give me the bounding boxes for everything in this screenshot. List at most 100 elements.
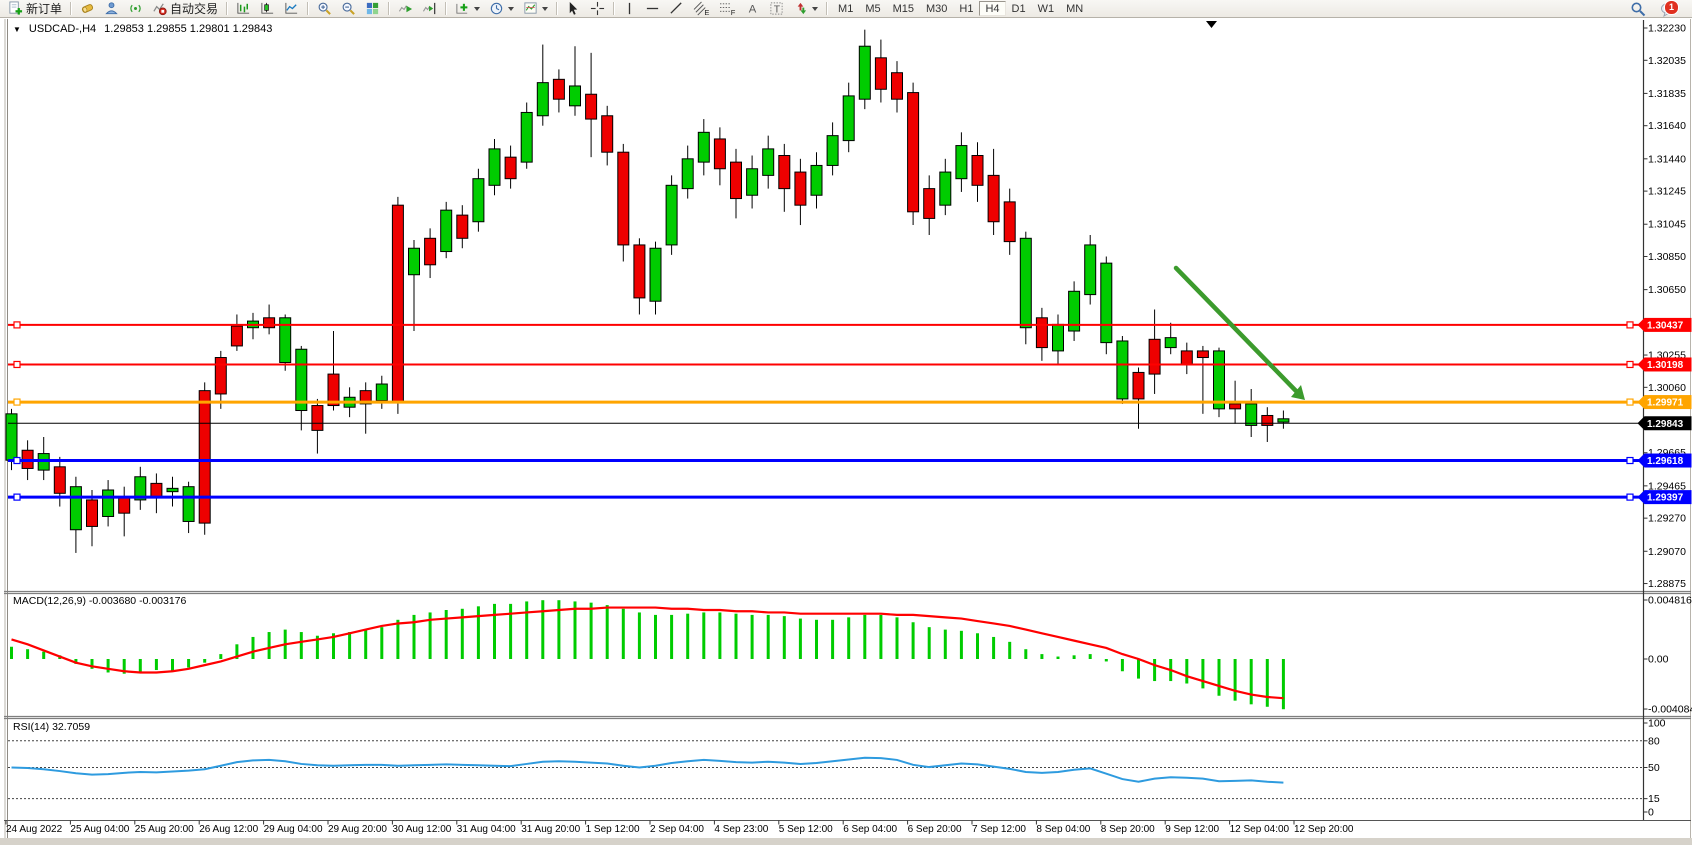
candle-body xyxy=(1085,245,1096,295)
price-tick-label: 1.31045 xyxy=(1648,219,1686,231)
line-chart-button[interactable] xyxy=(280,1,303,17)
window-bottom-strip xyxy=(0,838,1692,845)
candle-body xyxy=(537,83,548,116)
periods-button[interactable] xyxy=(485,1,518,17)
bar-chart-button[interactable] xyxy=(232,1,255,17)
candle-body xyxy=(505,157,516,179)
text-tool-icon: A xyxy=(745,1,760,16)
line-handle[interactable] xyxy=(14,458,20,464)
candle-body xyxy=(714,139,725,169)
candle-body xyxy=(1230,404,1241,409)
text-tool-button[interactable]: A xyxy=(741,1,764,17)
support-button[interactable] xyxy=(100,1,123,17)
candle-body xyxy=(795,172,806,205)
horizontal-line-button[interactable] xyxy=(641,1,664,17)
timeframe-H4[interactable]: H4 xyxy=(979,1,1005,16)
chevron-down-icon xyxy=(542,7,548,11)
price-tick-label: 1.31640 xyxy=(1648,120,1686,132)
line-handle[interactable] xyxy=(14,399,20,405)
timeframe-H1[interactable]: H1 xyxy=(953,1,979,16)
line-handle[interactable] xyxy=(14,494,20,500)
crosshair-button[interactable] xyxy=(586,1,609,17)
cursor-button[interactable] xyxy=(562,1,585,17)
time-tick-label: 1 Sep 12:00 xyxy=(586,824,640,835)
line-handle[interactable] xyxy=(1627,458,1633,464)
cursor-icon xyxy=(566,1,581,16)
timeframe-M15[interactable]: M15 xyxy=(887,1,920,16)
line-handle[interactable] xyxy=(1627,399,1633,405)
timeframe-MN[interactable]: MN xyxy=(1060,1,1089,16)
price-tick-label: 1.31440 xyxy=(1648,153,1686,165)
candle-body xyxy=(972,156,983,186)
rsi-indicator-label: RSI(14) 32.7059 xyxy=(13,721,90,733)
collapse-icon[interactable]: ▼ xyxy=(13,25,21,34)
candle-body xyxy=(666,185,677,245)
line-handle[interactable] xyxy=(1627,322,1633,328)
price-badge-label: 1.29843 xyxy=(1647,419,1684,430)
time-tick-label: 8 Sep 04:00 xyxy=(1036,824,1090,835)
fibonacci-button[interactable]: F xyxy=(715,1,740,17)
candle-body xyxy=(1004,202,1015,242)
time-tick-label: 7 Sep 12:00 xyxy=(972,824,1026,835)
toolbar-separator xyxy=(613,2,615,15)
rsi-scale-label: 0 xyxy=(1648,807,1654,819)
candlestick-chart-button[interactable] xyxy=(256,1,279,17)
auto-scroll-button[interactable] xyxy=(394,1,417,17)
toolbar-separator xyxy=(307,2,309,15)
timeframe-M1[interactable]: M1 xyxy=(832,1,859,16)
time-tick-label: 29 Aug 04:00 xyxy=(264,824,323,835)
candle-body xyxy=(698,132,709,162)
candle-body xyxy=(1214,351,1225,409)
vertical-line-icon xyxy=(623,1,636,16)
signals-button[interactable] xyxy=(124,1,147,17)
text-label-button[interactable]: T xyxy=(765,1,788,17)
notification-badge: 1 xyxy=(1664,0,1679,15)
templates-button[interactable] xyxy=(519,1,552,17)
macd-scale-label: 0.00 xyxy=(1648,654,1669,666)
candle-body xyxy=(119,497,130,514)
zoom-in-button[interactable] xyxy=(313,1,336,17)
candle-body xyxy=(602,116,613,152)
candle-body xyxy=(586,94,597,119)
autotrading-button[interactable]: 自动交易 xyxy=(148,1,222,17)
timeframe-W1[interactable]: W1 xyxy=(1032,1,1061,16)
trendline-button[interactable] xyxy=(665,1,688,17)
autotrading-label: 自动交易 xyxy=(170,0,218,17)
line-handle[interactable] xyxy=(14,361,20,367)
channel-glyph: E xyxy=(704,8,709,16)
zoom-out-icon xyxy=(341,1,356,16)
deposit-button[interactable] xyxy=(76,1,99,17)
arrows-tool-button[interactable] xyxy=(789,1,822,17)
candle-body xyxy=(1053,324,1064,350)
price-badge-label: 1.29618 xyxy=(1647,456,1684,467)
timeframe-M5[interactable]: M5 xyxy=(859,1,886,16)
time-tick-label: 25 Aug 20:00 xyxy=(135,824,194,835)
candle-body xyxy=(441,210,452,251)
zoom-out-button[interactable] xyxy=(337,1,360,17)
tile-windows-icon xyxy=(365,1,380,16)
chart-shift-button[interactable] xyxy=(418,1,441,17)
chevron-down-icon xyxy=(812,7,818,11)
price-tick-label: 1.30060 xyxy=(1648,382,1686,394)
candle-body xyxy=(1181,351,1192,364)
vertical-line-button[interactable] xyxy=(619,1,640,17)
line-handle[interactable] xyxy=(1627,494,1633,500)
timeframe-M30[interactable]: M30 xyxy=(920,1,953,16)
line-handle[interactable] xyxy=(14,322,20,328)
indicators-button[interactable] xyxy=(451,1,484,17)
new-order-button[interactable]: 新订单 xyxy=(4,1,66,17)
price-chart-canvas[interactable]: MACD(12,26,9) -0.003680 -0.003176RSI(14)… xyxy=(0,18,1692,845)
toolbar-separator xyxy=(556,2,558,15)
candle-body xyxy=(457,215,468,238)
tile-windows-button[interactable] xyxy=(361,1,384,17)
candle-body xyxy=(1117,341,1128,399)
quote-ohlc-label: 1.29853 1.29855 1.29801 1.29843 xyxy=(104,23,272,35)
time-tick-label: 31 Aug 04:00 xyxy=(457,824,516,835)
search-button[interactable] xyxy=(1626,1,1650,17)
equidistant-channel-button[interactable]: E xyxy=(689,1,714,17)
templates-icon xyxy=(523,1,538,16)
notifications-button[interactable]: 1 xyxy=(1656,1,1682,17)
timeframe-D1[interactable]: D1 xyxy=(1006,1,1032,16)
line-handle[interactable] xyxy=(1627,361,1633,367)
